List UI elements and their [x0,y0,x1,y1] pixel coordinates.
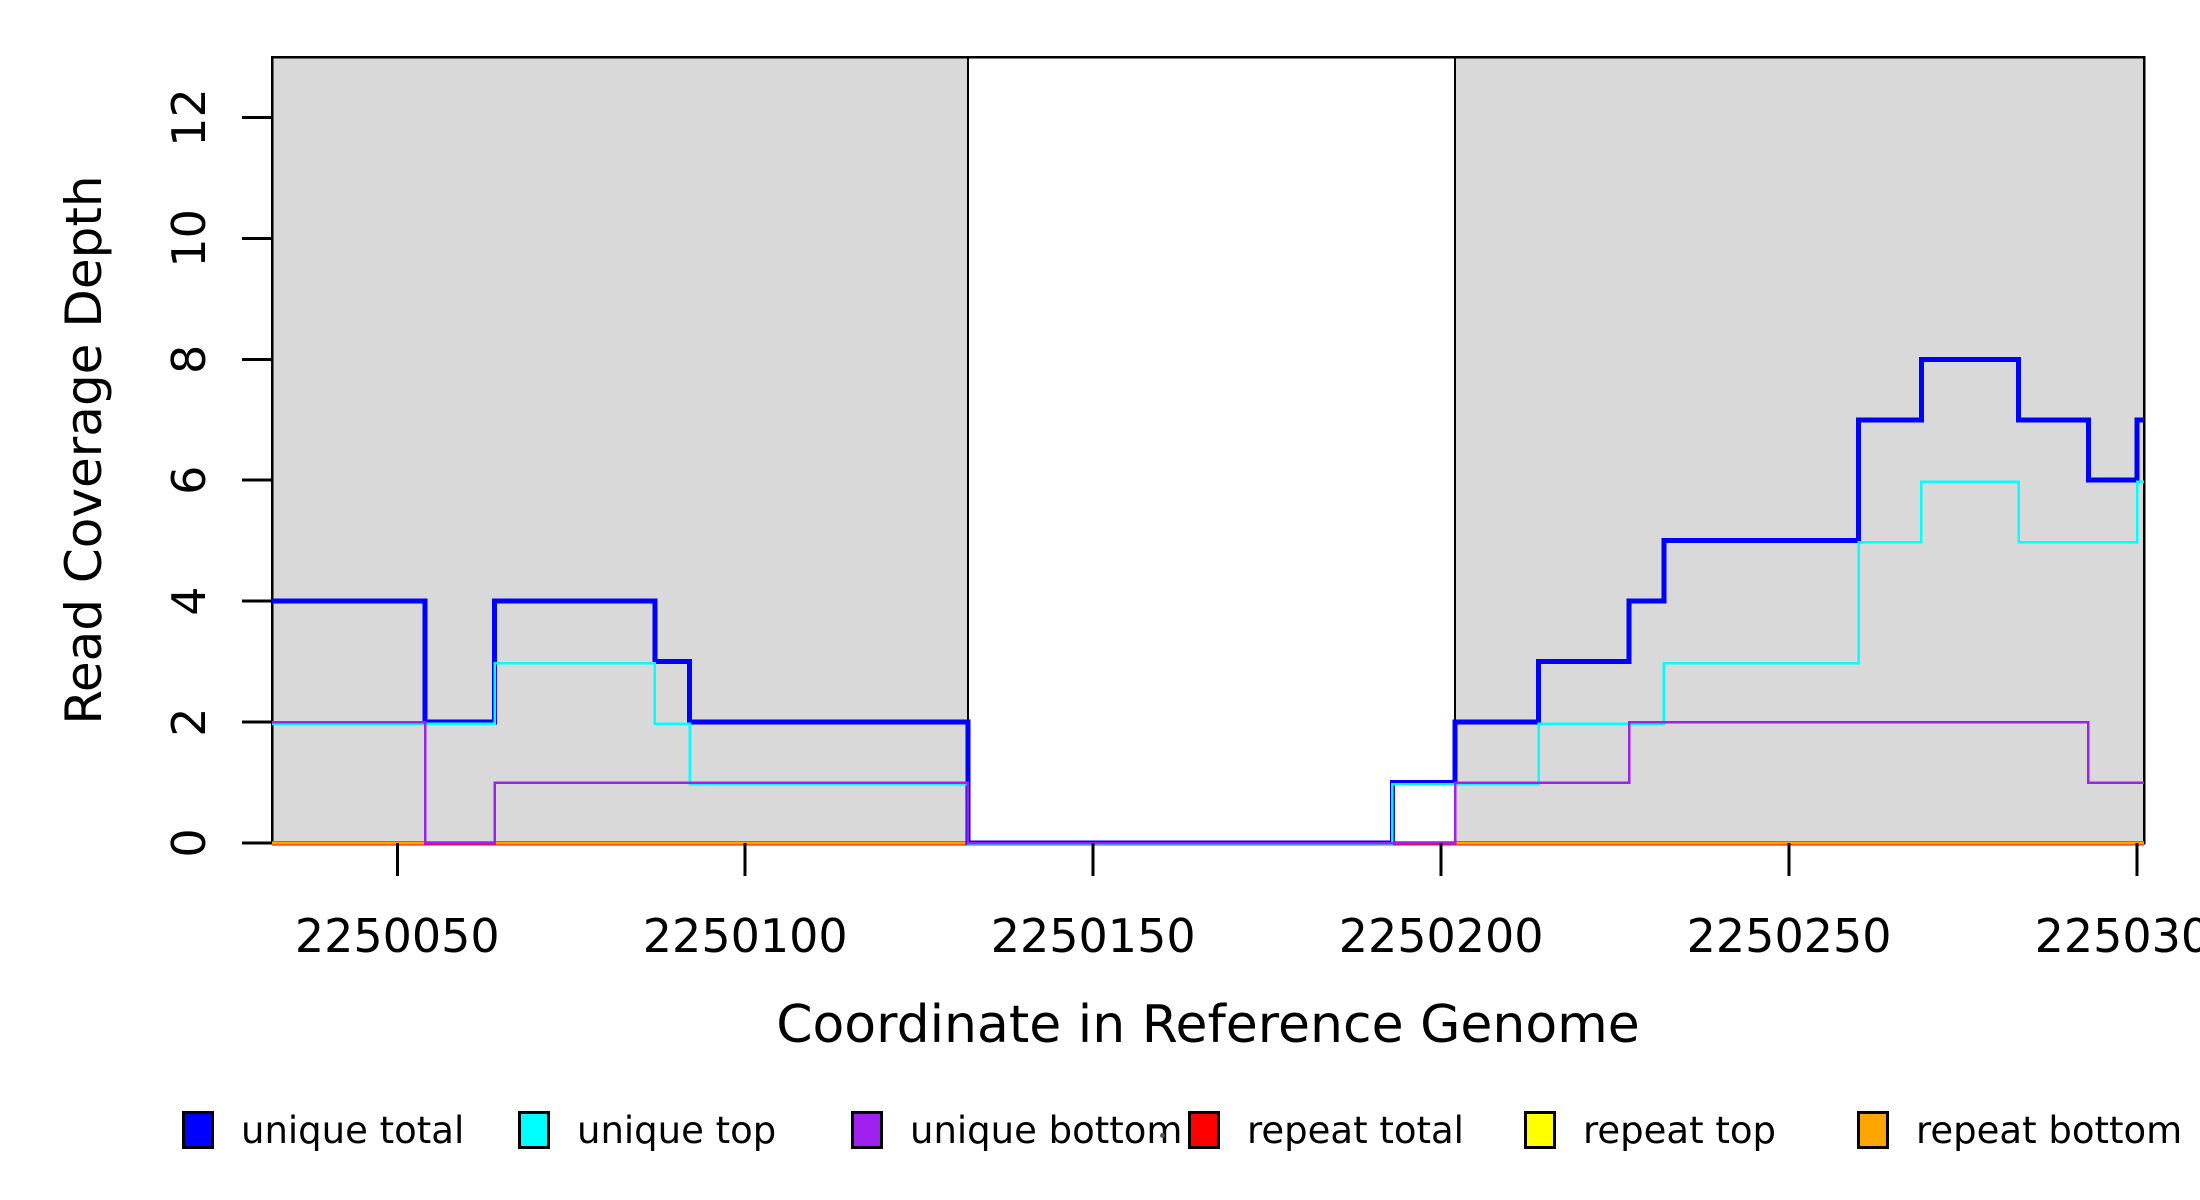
repeat-region-left [271,56,969,844]
series-unique-total [272,356,2144,846]
y-tick-label: 6 [162,466,216,495]
x-tick-label: 2250250 [1687,909,1892,963]
y-tick-label: 10 [162,209,216,268]
shaded-regions-layer [271,56,2145,844]
x-tick-label: 2250100 [643,909,848,963]
y-tick-label: 4 [162,587,216,616]
series-layer [272,356,2144,846]
y-tick-label: 12 [162,88,216,147]
x-tick-label: 2250150 [991,909,1196,963]
x-axis-title: Coordinate in Reference Genome [776,995,1640,1055]
y-tick-label: 8 [162,345,216,374]
y-tick-label: 2 [162,707,216,736]
series-unique-top [272,480,2144,846]
x-tick-label: 2250200 [1339,909,1544,963]
x-tick-label: 2250050 [295,909,500,963]
series-unique-bottom [272,720,2144,845]
axes-layer: 2250050 2250100 2250150 2250200 2250250 22503… [162,88,2200,963]
artifact-dot [1160,1133,1165,1138]
y-axis-title: Read Coverage Depth [55,175,113,725]
repeat-region-right [1454,56,2145,844]
y-tick-label: 0 [162,828,216,857]
